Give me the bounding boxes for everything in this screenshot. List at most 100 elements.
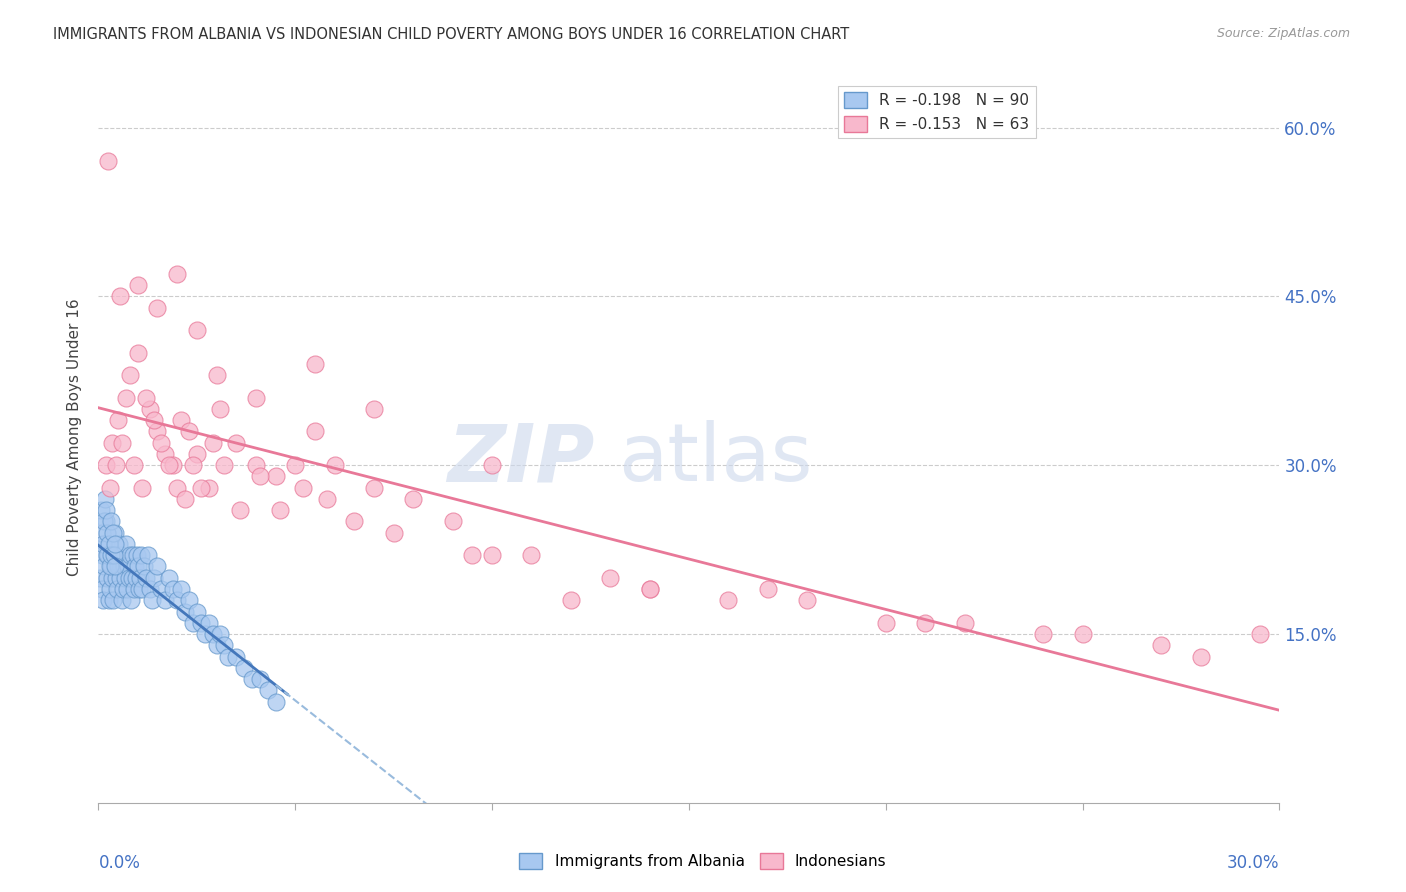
Point <box>90 503 112 517</box>
Text: 30.0%: 30.0% <box>1227 854 1279 872</box>
Point <box>124 559 146 574</box>
Point <box>520 548 543 562</box>
Point <box>103 593 125 607</box>
Point <box>107 559 129 574</box>
Point <box>157 571 180 585</box>
Point <box>177 425 200 439</box>
Point <box>138 401 160 416</box>
Point <box>150 435 173 450</box>
Point <box>481 548 503 562</box>
Point <box>90 548 112 562</box>
Point <box>225 649 247 664</box>
Text: atlas: atlas <box>619 420 813 498</box>
Point <box>100 559 122 574</box>
Point <box>96 458 118 473</box>
Point <box>304 357 326 371</box>
Point <box>108 571 131 585</box>
Point <box>638 582 661 596</box>
Point <box>315 491 337 506</box>
Point <box>166 481 188 495</box>
Point <box>115 537 138 551</box>
Point <box>214 458 236 473</box>
Point <box>131 582 153 596</box>
Point <box>97 537 120 551</box>
Point <box>101 571 124 585</box>
Point <box>181 615 204 630</box>
Point <box>363 401 385 416</box>
Point <box>166 593 188 607</box>
Point <box>91 593 114 607</box>
Point <box>127 345 149 359</box>
Text: ZIP: ZIP <box>447 420 595 498</box>
Point <box>190 481 212 495</box>
Point <box>122 458 145 473</box>
Point <box>194 627 217 641</box>
Point <box>91 537 114 551</box>
Point <box>111 593 134 607</box>
Point <box>249 469 271 483</box>
Point <box>1071 627 1094 641</box>
Point <box>105 582 128 596</box>
Point <box>135 571 157 585</box>
Point <box>201 435 224 450</box>
Point <box>402 491 425 506</box>
Point <box>201 627 224 641</box>
Point <box>269 503 291 517</box>
Point <box>96 571 118 585</box>
Point <box>125 548 148 562</box>
Point <box>132 559 155 574</box>
Text: 0.0%: 0.0% <box>98 854 141 872</box>
Point <box>284 458 307 473</box>
Point <box>101 435 124 450</box>
Point <box>114 571 136 585</box>
Point <box>1032 627 1054 641</box>
Point <box>343 515 366 529</box>
Point <box>162 582 184 596</box>
Point <box>205 368 228 383</box>
Point <box>97 548 120 562</box>
Text: IMMIGRANTS FROM ALBANIA VS INDONESIAN CHILD POVERTY AMONG BOYS UNDER 16 CORRELAT: IMMIGRANTS FROM ALBANIA VS INDONESIAN CH… <box>53 27 849 42</box>
Point <box>717 593 740 607</box>
Point <box>292 481 315 495</box>
Point <box>217 649 239 664</box>
Point <box>638 582 661 596</box>
Point <box>128 582 150 596</box>
Point <box>111 582 134 596</box>
Point <box>98 481 121 495</box>
Point <box>186 323 208 337</box>
Point <box>122 582 145 596</box>
Point <box>98 582 121 596</box>
Point <box>155 593 177 607</box>
Point <box>93 491 115 506</box>
Point <box>174 491 197 506</box>
Point <box>118 368 141 383</box>
Point <box>136 548 159 562</box>
Point <box>117 559 139 574</box>
Point <box>127 559 149 574</box>
Point <box>115 391 138 405</box>
Text: Source: ZipAtlas.com: Source: ZipAtlas.com <box>1216 27 1350 40</box>
Point <box>1249 627 1271 641</box>
Point <box>105 458 128 473</box>
Point <box>112 559 135 574</box>
Point <box>89 571 111 585</box>
Point <box>110 548 132 562</box>
Point <box>382 525 405 540</box>
Point <box>1150 638 1173 652</box>
Point <box>91 525 114 540</box>
Point <box>225 435 247 450</box>
Point <box>441 515 464 529</box>
Point <box>98 559 121 574</box>
Point <box>115 582 138 596</box>
Point <box>98 593 121 607</box>
Point <box>205 638 228 652</box>
Point <box>209 627 232 641</box>
Point <box>93 515 115 529</box>
Point <box>256 683 278 698</box>
Point <box>197 615 219 630</box>
Point <box>229 503 252 517</box>
Point <box>141 593 163 607</box>
Point <box>146 425 169 439</box>
Point <box>93 559 115 574</box>
Point <box>323 458 346 473</box>
